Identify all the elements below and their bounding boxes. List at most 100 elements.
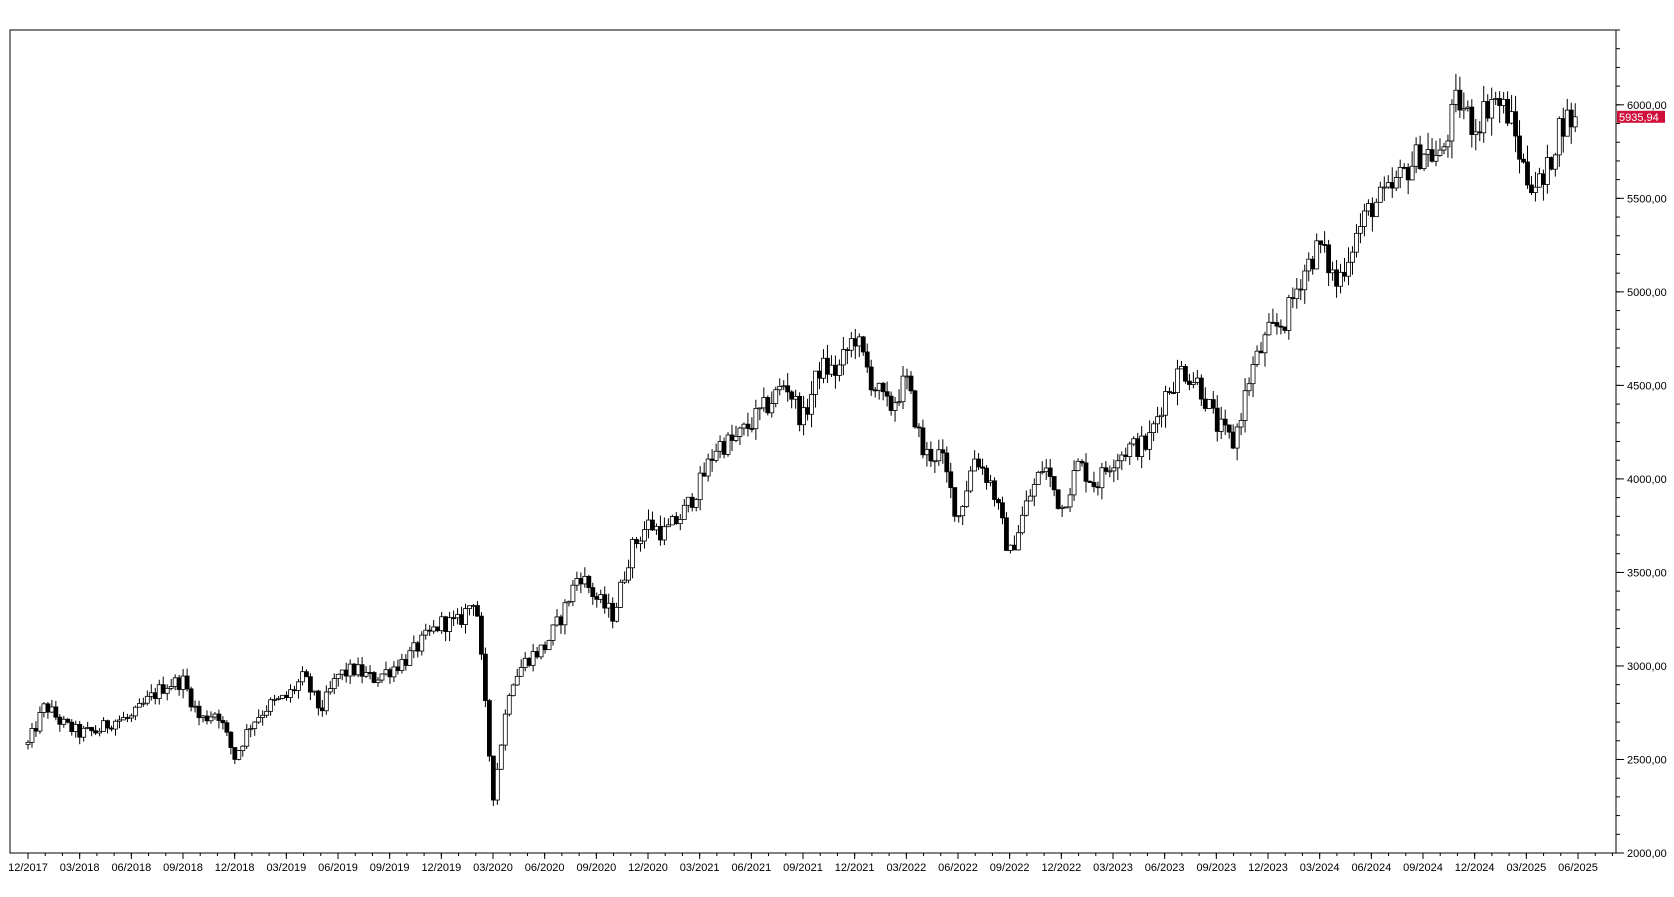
candle (1099, 462, 1105, 500)
candle-body (658, 525, 663, 541)
candle (705, 453, 711, 482)
candle (1183, 363, 1188, 384)
candle-body (1019, 514, 1025, 534)
candle (1246, 377, 1252, 396)
candle-body (339, 669, 345, 675)
candle-body (1119, 454, 1125, 462)
candle (570, 580, 576, 607)
candle-body (93, 730, 99, 734)
candle (224, 720, 230, 736)
candle (228, 731, 234, 755)
candle-body (888, 395, 894, 411)
candle (928, 441, 934, 467)
candle-body (304, 671, 309, 678)
candle (105, 719, 110, 734)
x-tick-label: 12/2022 (1041, 862, 1081, 874)
candle-body (1258, 350, 1264, 354)
candle (514, 668, 520, 686)
candle (1556, 116, 1562, 167)
candle-body (896, 401, 902, 404)
candle-body (335, 673, 341, 679)
candle-body (825, 357, 830, 375)
candle-body (960, 506, 966, 517)
candle (1051, 476, 1057, 497)
candle-body (1318, 240, 1324, 245)
candle-body (439, 616, 445, 632)
candle-body (1489, 99, 1495, 119)
candle-body (1572, 116, 1578, 128)
candle-body (415, 642, 421, 652)
candle-body (797, 395, 803, 426)
candle-body (1163, 391, 1168, 416)
x-tick-label: 09/2019 (370, 862, 410, 874)
candle-body (280, 694, 285, 699)
y-tick-label: 4000,00 (1627, 474, 1667, 486)
candle (745, 412, 751, 437)
candle-body (49, 706, 55, 713)
candle (785, 373, 791, 402)
candle (307, 673, 313, 701)
candle (1302, 264, 1308, 304)
candle (315, 689, 321, 716)
y-tick-label: 3500,00 (1627, 567, 1667, 579)
candle-body (809, 394, 814, 415)
candle (1350, 246, 1355, 275)
candle (952, 487, 958, 522)
candle-body (558, 616, 564, 626)
candle (208, 711, 214, 724)
candle-body (1568, 109, 1574, 128)
candle-body (1075, 460, 1081, 471)
candle-body (248, 728, 254, 731)
candle-body (89, 727, 95, 732)
candle-body (1425, 149, 1431, 155)
candle-body (1250, 364, 1256, 385)
candle-body (936, 449, 942, 462)
candle-body (916, 426, 922, 429)
candle-body (534, 651, 540, 658)
candle (486, 698, 492, 762)
x-tick-label: 12/2021 (835, 862, 875, 874)
candle (590, 582, 596, 605)
candle-body (1441, 146, 1447, 151)
candle-body (300, 671, 305, 683)
candle-body (443, 616, 449, 632)
candle-body (483, 653, 488, 701)
candle (1027, 489, 1033, 502)
candle-body (212, 713, 218, 718)
candle (1362, 203, 1367, 237)
candle-body (697, 472, 703, 501)
candle-body (606, 602, 612, 609)
x-tick-label: 06/2020 (525, 862, 565, 874)
candle-body (769, 403, 775, 414)
candle-body (1433, 155, 1439, 162)
x-tick-label: 09/2024 (1403, 862, 1443, 874)
candle-body (1111, 467, 1117, 472)
candle-body (1234, 426, 1240, 449)
candle-body (1246, 383, 1252, 392)
candle (892, 397, 898, 422)
candle (1373, 198, 1379, 218)
candle-body (685, 496, 691, 506)
candle-body (884, 391, 890, 397)
candle (665, 518, 671, 528)
candle-body (952, 487, 958, 517)
candle (677, 514, 683, 531)
candle (53, 700, 59, 721)
candle (940, 439, 946, 464)
candle (984, 465, 989, 490)
candle (661, 517, 667, 546)
candle-body (502, 713, 508, 746)
candle-body (343, 669, 349, 677)
candle-body (1485, 101, 1491, 119)
candle-body (355, 664, 361, 676)
candle-body (1298, 288, 1304, 291)
candle (359, 657, 365, 684)
candle (1226, 424, 1232, 439)
candle (327, 680, 333, 695)
candle-body (136, 703, 142, 708)
candle-body (1135, 438, 1141, 457)
candle (447, 611, 453, 642)
candle-body (351, 663, 357, 676)
candle-body (1218, 418, 1224, 432)
